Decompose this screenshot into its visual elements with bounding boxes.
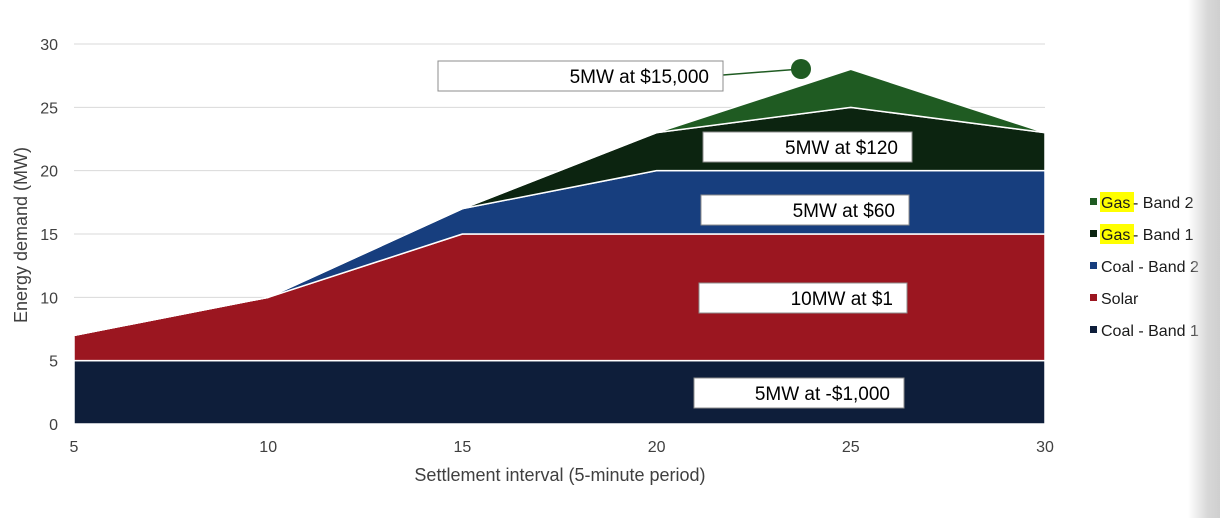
- y-tick-labels: 0 5 10 15 20 25 30: [40, 37, 58, 434]
- area-series: [73, 68, 1046, 425]
- legend-swatch: [1090, 326, 1097, 333]
- x-tick-15: 15: [454, 439, 472, 456]
- callout-box-coal-band-2: [700, 194, 910, 226]
- callout-label-coal-band-2: 5MW at $60: [793, 201, 895, 222]
- y-tick-30: 30: [40, 37, 58, 54]
- y-axis-title: Energy demand (MW): [11, 147, 31, 323]
- x-tick-10: 10: [259, 439, 277, 456]
- callout-labels: 5MW at $15,000 5MW at $120 5MW at $60 10MW …: [437, 59, 913, 409]
- callout-box-solar: [698, 282, 908, 314]
- legend-swatch: [1090, 198, 1097, 205]
- y-tick-0: 0: [49, 417, 58, 434]
- callout-leader-line: [722, 68, 802, 76]
- legend-label: Coal - Band 1: [1101, 323, 1199, 340]
- window-edge-shadow: [1188, 0, 1220, 518]
- x-tick-20: 20: [648, 439, 666, 456]
- x-tick-30: 30: [1036, 439, 1054, 456]
- x-tick-25: 25: [842, 439, 860, 456]
- callout-box-gas-band-2: [437, 60, 724, 92]
- legend-highlight-text: Gas: [1101, 227, 1130, 244]
- x-axis-title: Settlement interval (5-minute period): [414, 465, 705, 485]
- x-tick-labels: 5 10 15 20 25 30: [70, 439, 1054, 456]
- x-tick-5: 5: [70, 439, 79, 456]
- callout-label-gas-band-1: 5MW at $120: [785, 138, 898, 159]
- legend-swatch: [1090, 230, 1097, 237]
- legend-highlight: [1100, 192, 1134, 212]
- legend-highlight: [1100, 224, 1134, 244]
- callout-box-gas-band-1: [702, 131, 913, 163]
- legend-swatch: [1090, 262, 1097, 269]
- y-tick-5: 5: [49, 354, 58, 371]
- callout-label-gas-band-2: 5MW at $15,000: [570, 67, 709, 88]
- callout-label-coal-band-1: 5MW at -$1,000: [755, 384, 890, 405]
- callout-box-coal-band-1: [693, 377, 905, 409]
- legend-swatch: [1090, 294, 1097, 301]
- y-tick-15: 15: [40, 227, 58, 244]
- y-tick-25: 25: [40, 100, 58, 117]
- y-tick-20: 20: [40, 164, 58, 181]
- y-tick-10: 10: [40, 290, 58, 307]
- legend-label: Solar: [1101, 291, 1139, 308]
- legend-highlight-text: Gas: [1101, 195, 1130, 212]
- callout-label-solar: 10MW at $1: [791, 289, 893, 310]
- legend-label: - Band 2: [1133, 195, 1194, 212]
- area-gas-band-2: [73, 68, 1046, 337]
- legend-label: Coal - Band 2: [1101, 259, 1199, 276]
- callout-marker: [791, 59, 811, 79]
- legend-label: - Band 1: [1133, 227, 1194, 244]
